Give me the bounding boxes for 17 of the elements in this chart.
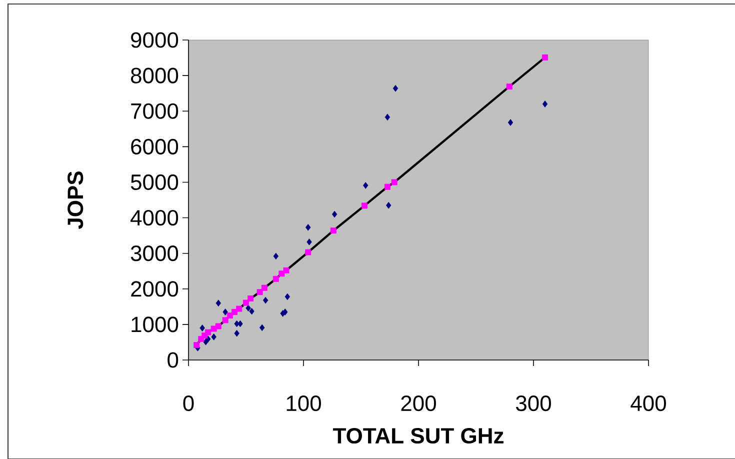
y-tick-label: 3000 (130, 246, 178, 262)
y-tick-label: 7000 (131, 103, 178, 119)
y-tick-label: 8000 (130, 68, 178, 84)
x-tick-label: 400 (630, 396, 666, 412)
y-tick-label: 6000 (131, 138, 178, 154)
y-tick-label: 4000 (130, 210, 178, 226)
y-tick-label: 1000 (132, 316, 178, 332)
y-tick-label: 9000 (131, 32, 178, 48)
x-tick-label: 0 (183, 396, 194, 412)
x-tick-label: 300 (516, 396, 551, 412)
y-tick-label: 2000 (131, 281, 178, 297)
y-tick-label: 0 (168, 352, 178, 368)
x-tick-label: 200 (401, 396, 436, 412)
y-tick-label: 5000 (130, 174, 178, 190)
x-axis-title: TOTAL SUT GHz (333, 428, 504, 444)
y-axis-title: JOPS (68, 172, 84, 230)
x-tick-label: 100 (286, 396, 321, 412)
